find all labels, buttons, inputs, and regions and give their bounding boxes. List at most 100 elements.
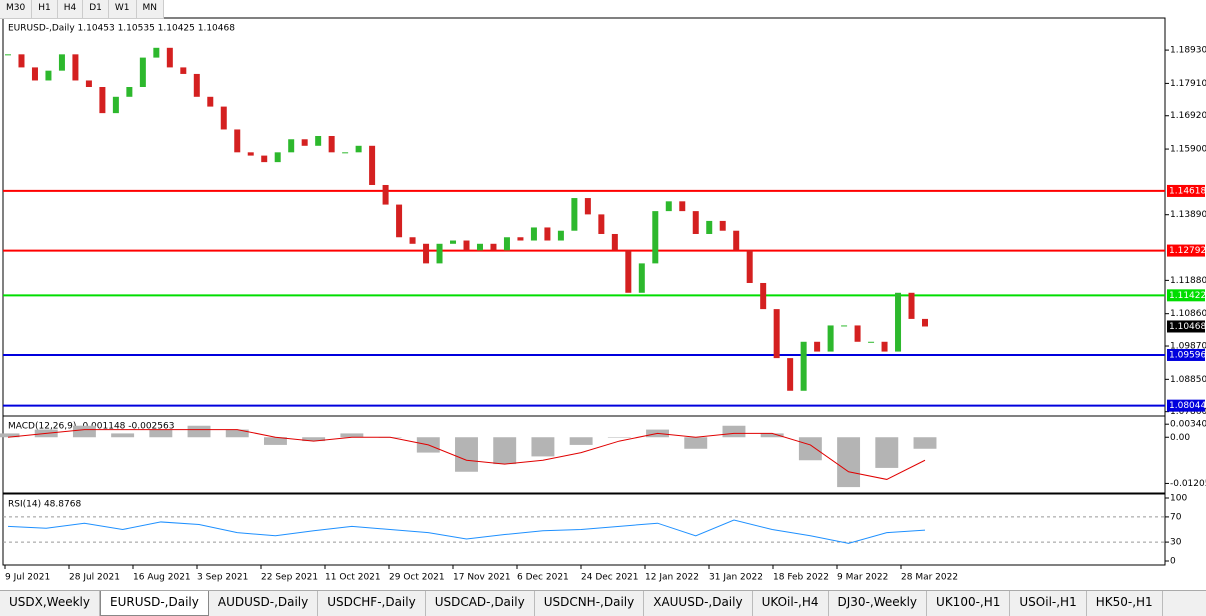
- candle: [396, 204, 403, 238]
- candle: [261, 155, 268, 163]
- candle: [450, 240, 457, 244]
- chart-tab[interactable]: USDCHF-,Daily: [318, 591, 426, 616]
- y-tick-label: 1.16920: [1170, 111, 1206, 121]
- candle: [85, 80, 92, 87]
- candle: [611, 233, 618, 251]
- signal-line: [7, 429, 926, 480]
- x-tick-label: 16 Aug 2021: [133, 573, 191, 583]
- chart-tab[interactable]: USDX,Weekly: [0, 591, 100, 616]
- level-label-box: [1167, 184, 1205, 197]
- timeframe-button[interactable]: MN: [137, 0, 164, 18]
- macd-bar: [722, 425, 746, 438]
- timeframe-toolbar: M30 H1 H4 D1 W1 MN: [0, 0, 164, 19]
- y-tick-label: 1.15900: [1170, 145, 1206, 155]
- timeframe-button[interactable]: D1: [83, 0, 109, 18]
- y-tick-label: 70: [1170, 512, 1182, 522]
- candle: [436, 243, 443, 264]
- y-tick-label: 1.07860: [1170, 407, 1206, 417]
- y-tick-label: 0: [1170, 557, 1176, 567]
- level-label: 1.14618: [1169, 186, 1206, 196]
- candle: [584, 198, 591, 215]
- candle: [800, 341, 807, 391]
- candle: [598, 214, 605, 234]
- candle: [719, 220, 726, 231]
- macd-bar: [531, 437, 555, 457]
- candle: [571, 198, 578, 231]
- y-tick-label: -0.01205: [1170, 479, 1206, 489]
- y-tick-label: 30: [1170, 538, 1182, 548]
- candle: [490, 243, 497, 251]
- level-label: 1.12792: [1169, 246, 1206, 256]
- macd-bar: [263, 437, 287, 445]
- level-label-box: [1167, 348, 1205, 361]
- candle: [328, 135, 335, 153]
- rsi-line: [7, 519, 926, 544]
- level-label: 1.08044: [1169, 401, 1206, 411]
- chart-tab[interactable]: XAUUSD-,Daily: [644, 591, 753, 616]
- candle: [544, 227, 551, 241]
- panel-frame: [2, 415, 1166, 494]
- y-tick-label: 1.11880: [1170, 276, 1206, 286]
- candle: [706, 220, 713, 234]
- chart-area: EURUSD-,Daily 1.10453 1.10535 1.10425 1.…: [0, 17, 1206, 583]
- panel-title: RSI(14) 48.8768: [8, 500, 81, 510]
- candle: [881, 341, 888, 352]
- candle: [355, 145, 362, 153]
- x-tick-label: 22 Sep 2021: [261, 573, 318, 583]
- panel-frame: [2, 17, 1166, 417]
- macd-bar: [0, 433, 20, 438]
- candle: [315, 135, 322, 146]
- x-tick-label: 6 Dec 2021: [517, 573, 569, 583]
- chart-tabs: USDX,Weekly EURUSD-,Daily AUDUSD-,Daily USD…: [0, 590, 1206, 616]
- x-tick-label: 29 Oct 2021: [389, 573, 445, 583]
- chart-tab[interactable]: UKOil-,H4: [753, 591, 829, 616]
- y-tick-label: 1.09870: [1170, 342, 1206, 352]
- x-tick-label: 9 Jul 2021: [5, 573, 50, 583]
- macd-bar: [455, 437, 478, 472]
- candle: [463, 240, 470, 251]
- macd-bar: [111, 433, 135, 438]
- candle: [854, 325, 861, 342]
- y-tick-label: 100: [1170, 494, 1187, 504]
- chart-tab[interactable]: USDCAD-,Daily: [426, 591, 535, 616]
- macd-bar: [798, 437, 822, 461]
- macd-bar: [187, 425, 211, 438]
- chart-tab[interactable]: USDCNH-,Daily: [535, 591, 645, 616]
- current-price: 1.10468: [1169, 322, 1206, 332]
- chart-tab[interactable]: USOil-,H1: [1010, 591, 1087, 616]
- candle: [760, 282, 767, 310]
- macd-bar: [607, 437, 631, 438]
- candle: [31, 67, 38, 81]
- timeframe-button[interactable]: H1: [32, 0, 58, 18]
- candle: [625, 250, 632, 293]
- timeframe-button[interactable]: M30: [0, 0, 33, 18]
- macd-bar: [72, 425, 96, 438]
- macd-bar: [225, 429, 249, 438]
- timeframe-button[interactable]: H4: [58, 0, 84, 18]
- y-tick-label: 1.08850: [1170, 375, 1206, 385]
- candle: [369, 145, 376, 185]
- candle: [72, 54, 79, 81]
- chart-tab[interactable]: UK100-,H1: [927, 591, 1011, 616]
- timeframe-button[interactable]: W1: [109, 0, 137, 18]
- macd-bar: [302, 437, 326, 442]
- y-tick-label: 1.13890: [1170, 210, 1206, 220]
- chart-tab[interactable]: AUDUSD-,Daily: [209, 591, 319, 616]
- candle: [692, 211, 699, 234]
- macd-bar: [760, 433, 784, 438]
- y-tick-label: 1.17910: [1170, 79, 1206, 89]
- chart-tab[interactable]: EURUSD-,Daily: [100, 591, 209, 616]
- level-label: 1.11422: [1169, 291, 1206, 301]
- chart-tab[interactable]: HK50-,H1: [1087, 591, 1163, 616]
- candle: [342, 152, 349, 154]
- candle: [746, 250, 753, 283]
- candle: [220, 106, 227, 130]
- candle: [638, 263, 645, 293]
- candle: [814, 341, 821, 352]
- y-tick-label: 0.003406: [1170, 420, 1206, 430]
- candle: [557, 230, 564, 241]
- chart-tab[interactable]: DJ30-,Weekly: [829, 591, 928, 616]
- candle: [409, 237, 416, 244]
- candle: [274, 152, 281, 163]
